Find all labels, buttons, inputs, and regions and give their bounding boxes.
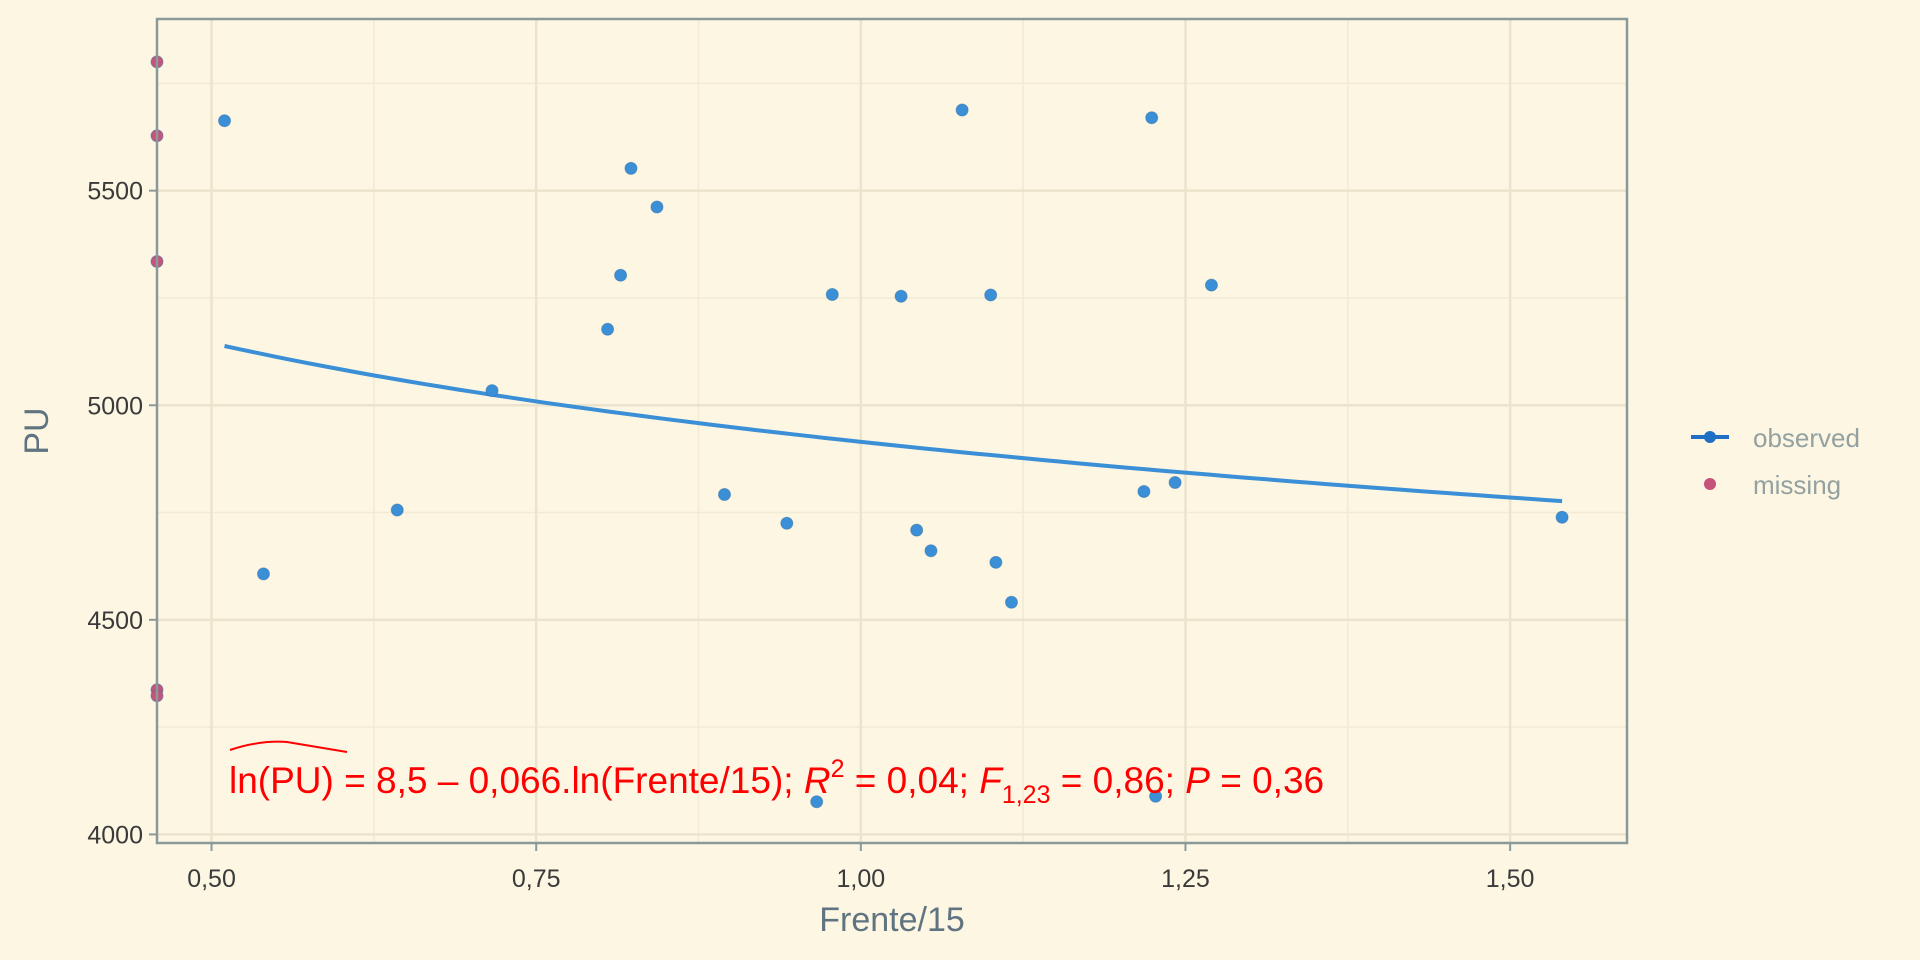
point-observed xyxy=(601,322,615,336)
x-tick-label: 1,50 xyxy=(1486,865,1535,893)
x-axis-title: Frente/15 xyxy=(819,901,965,939)
annotation-r-symbol: R xyxy=(804,760,831,801)
annotation-rhs-1: = 8,5 – 0,066.ln(Frente/15); xyxy=(334,760,804,801)
point-observed xyxy=(717,488,731,502)
point-observed xyxy=(910,523,924,537)
point-observed xyxy=(650,200,664,214)
point-observed xyxy=(924,544,938,558)
point-observed xyxy=(1004,595,1018,609)
x-axis: 0,50 0,75 1,00 1,25 1,50 xyxy=(187,843,1534,893)
data-points xyxy=(150,55,1569,809)
point-observed xyxy=(810,795,824,809)
point-observed xyxy=(485,384,499,398)
x-tick-label: 0,75 xyxy=(512,865,561,893)
annotation-rhs-2: = 0,04; xyxy=(844,760,979,801)
annotation-rhs-4: = 0,36 xyxy=(1210,760,1324,801)
point-observed xyxy=(1149,789,1163,803)
y-tick-label: 5000 xyxy=(87,392,143,420)
annotation-f-sub: 1,23 xyxy=(1002,781,1051,809)
y-tick-label: 5500 xyxy=(87,178,143,206)
x-tick-label: 0,50 xyxy=(187,865,236,893)
y-tick-label: 4000 xyxy=(87,821,143,849)
point-observed xyxy=(894,289,908,303)
legend: observed missing xyxy=(1691,423,1860,500)
point-observed xyxy=(780,516,794,530)
plot-panel xyxy=(157,19,1627,843)
x-tick-label: 1,25 xyxy=(1161,865,1210,893)
annotation-f-symbol: F xyxy=(979,760,1004,801)
annotation-lhs: ln(PU) xyxy=(229,760,334,801)
legend-observed-label: observed xyxy=(1753,423,1860,453)
annotation: ln(PU) = 8,5 – 0,066.ln(Frente/15); R2 =… xyxy=(229,740,1324,809)
point-observed xyxy=(1204,278,1218,292)
annotation-text: ln(PU) = 8,5 – 0,066.ln(Frente/15); R2 =… xyxy=(229,755,1324,809)
y-axis: 4000 4500 5000 5500 xyxy=(87,178,157,849)
point-observed xyxy=(1555,510,1569,524)
point-observed xyxy=(984,288,998,302)
legend-observed-marker xyxy=(1704,431,1716,443)
fit-layer xyxy=(224,344,1563,504)
annotation-p-symbol: P xyxy=(1185,760,1210,801)
legend-missing-marker xyxy=(1704,478,1716,490)
annotation-r-sup: 2 xyxy=(831,755,845,783)
point-observed xyxy=(955,103,969,117)
point-observed xyxy=(1168,476,1182,489)
point-observed xyxy=(1145,111,1159,125)
plot-border xyxy=(155,17,1629,845)
y-tick-label: 4500 xyxy=(87,607,143,635)
point-observed xyxy=(256,567,270,581)
annotation-hat xyxy=(229,740,348,753)
point-observed xyxy=(1137,485,1151,499)
legend-missing-label: missing xyxy=(1753,470,1841,500)
fit-line xyxy=(224,344,1563,504)
point-observed xyxy=(989,555,1003,569)
point-observed xyxy=(390,503,404,517)
point-observed xyxy=(624,161,638,175)
point-observed xyxy=(825,288,839,302)
annotation-rhs-3: = 0,86; xyxy=(1051,760,1186,801)
point-observed xyxy=(614,268,628,282)
x-tick-label: 1,00 xyxy=(836,865,885,893)
y-axis-title: PU xyxy=(18,407,56,454)
point-observed xyxy=(218,114,232,128)
